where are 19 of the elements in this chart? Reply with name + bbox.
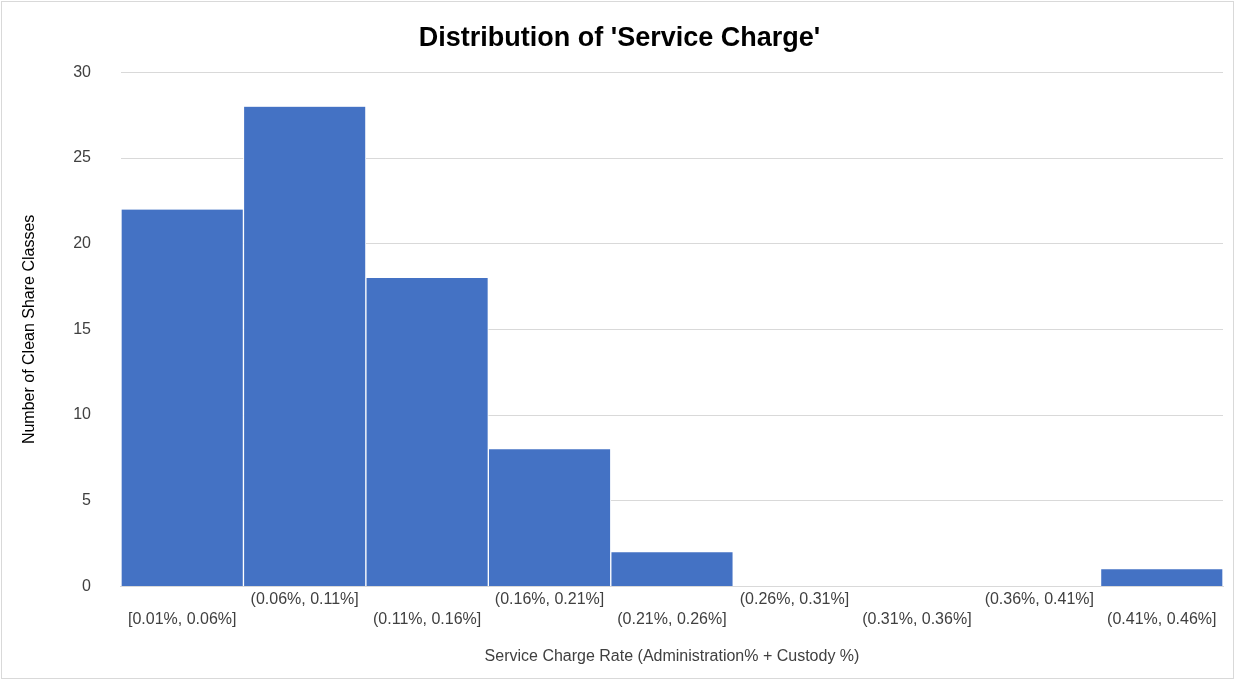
y-tick-label: 15 <box>73 319 92 337</box>
x-tick-label: (0.16%, 0.21%] <box>494 590 605 608</box>
chart-title: Distribution of 'Service Charge' <box>418 21 821 52</box>
y-tick-label: 25 <box>73 148 92 166</box>
y-tick-label: 5 <box>82 491 92 509</box>
y-tick-label: 0 <box>82 576 92 594</box>
x-tick-label: (0.06%, 0.11%] <box>250 590 359 608</box>
x-tick-label: [0.01%, 0.06%] <box>127 609 237 627</box>
y-tick-label: 10 <box>73 405 92 423</box>
y-axis-title: Number of Clean Share Classes <box>20 214 38 445</box>
x-tick-label: (0.31%, 0.36%] <box>862 609 972 627</box>
x-axis-title: Service Charge Rate (Administration% + Custody %) <box>484 646 860 664</box>
x-tick-label: (0.21%, 0.26%] <box>617 609 727 627</box>
x-tick-label: (0.11%, 0.16%] <box>373 609 482 627</box>
y-tick-label: 20 <box>73 234 92 252</box>
x-tick-label: (0.41%, 0.46%] <box>1107 609 1217 627</box>
x-tick-label: (0.26%, 0.31%] <box>739 590 850 608</box>
x-tick-label: (0.36%, 0.41%] <box>984 590 1095 608</box>
y-tick-label: 30 <box>73 62 92 80</box>
